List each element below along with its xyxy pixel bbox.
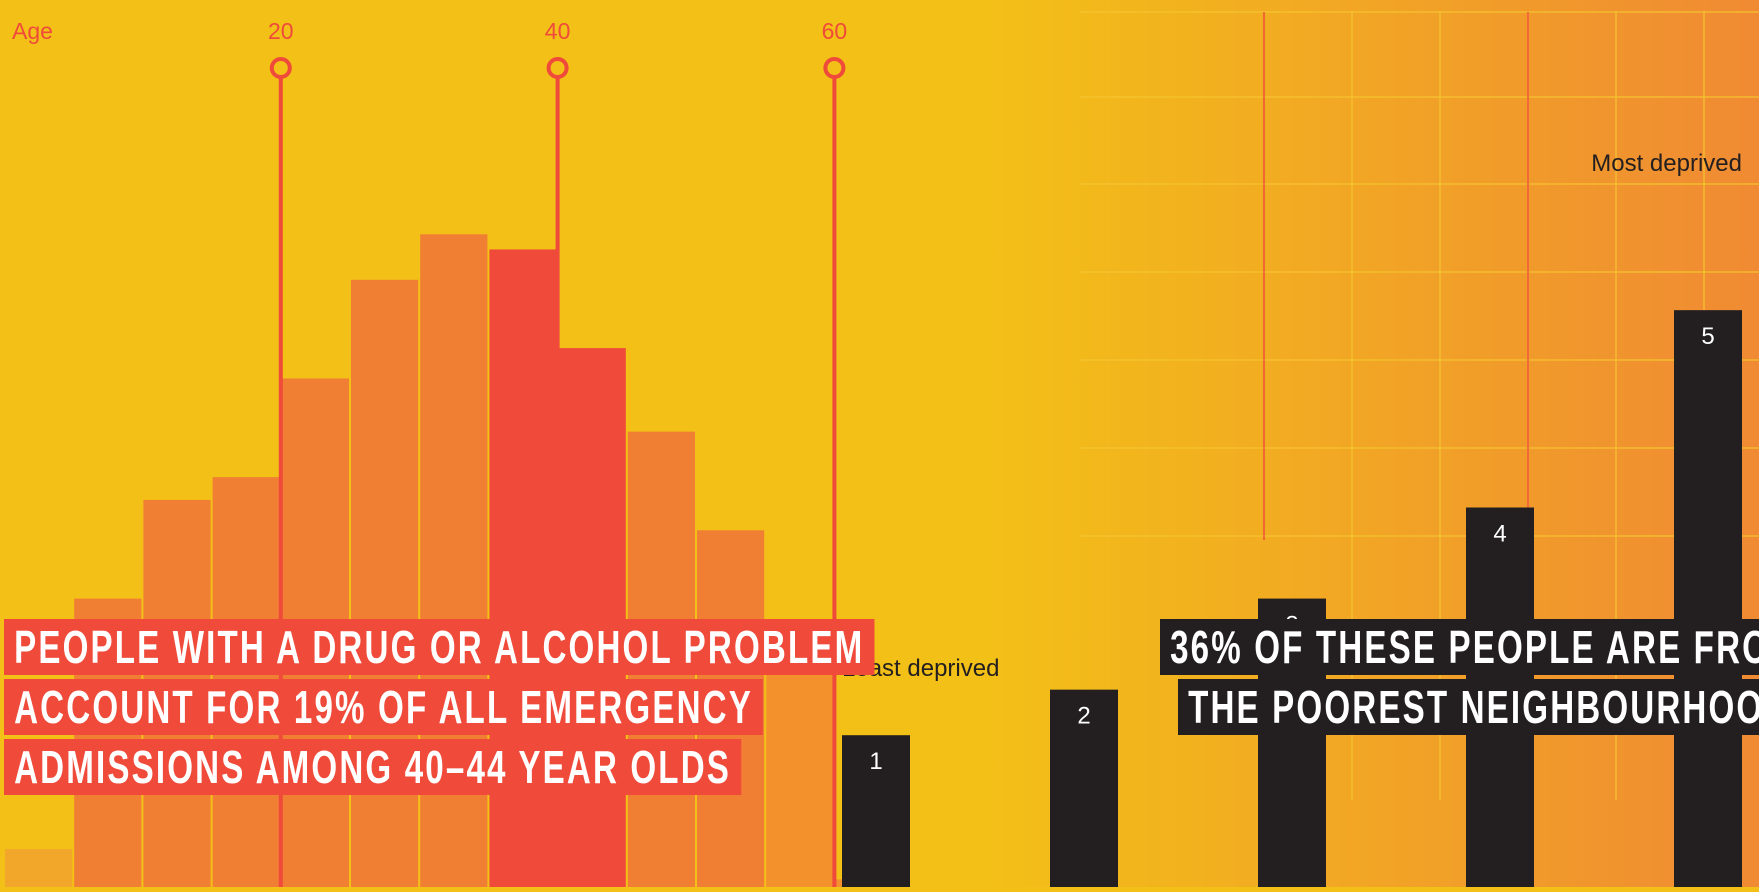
age-bar-25–29 bbox=[351, 279, 419, 887]
deprivation-bar-label-4: 4 bbox=[1493, 521, 1506, 548]
age-marker-ring-40 bbox=[546, 57, 569, 79]
age-axis-label: Age bbox=[12, 18, 53, 44]
age-marker-ring-20 bbox=[269, 57, 292, 79]
age-bar-0–4 bbox=[5, 849, 73, 887]
age-headline-line-2: ACCOUNT FOR 19% OF ALL EMERGENCY bbox=[4, 679, 764, 735]
age-tick-label-60: 60 bbox=[822, 18, 848, 44]
age-headline-line-1: PEOPLE WITH A DRUG OR ALCOHOL PROBLEM bbox=[4, 619, 875, 675]
deprivation-bar-5 bbox=[1674, 310, 1742, 887]
deprivation-bar-1 bbox=[842, 735, 910, 887]
age-tick-label-40: 40 bbox=[545, 18, 571, 44]
deprivation-bar-label-1: 1 bbox=[869, 748, 882, 775]
deprivation-bar-2 bbox=[1050, 689, 1118, 887]
most-deprived-label: Most deprived bbox=[1591, 150, 1742, 177]
age-bar-40–44 bbox=[558, 348, 626, 887]
deprivation-headline-line-2: THE POOREST NEIGHBOURHOODS bbox=[1178, 679, 1759, 735]
age-tick-label-20: 20 bbox=[268, 18, 294, 44]
deprivation-bar-label-2: 2 bbox=[1077, 703, 1090, 730]
age-marker-ring-60 bbox=[823, 57, 846, 79]
deprivation-headline-line-1: 36% OF THESE PEOPLE ARE FROM bbox=[1160, 619, 1759, 675]
deprivation-bar-label-5: 5 bbox=[1701, 323, 1714, 350]
age-headline-line-3: ADMISSIONS AMONG 40–44 YEAR OLDS bbox=[4, 739, 742, 795]
